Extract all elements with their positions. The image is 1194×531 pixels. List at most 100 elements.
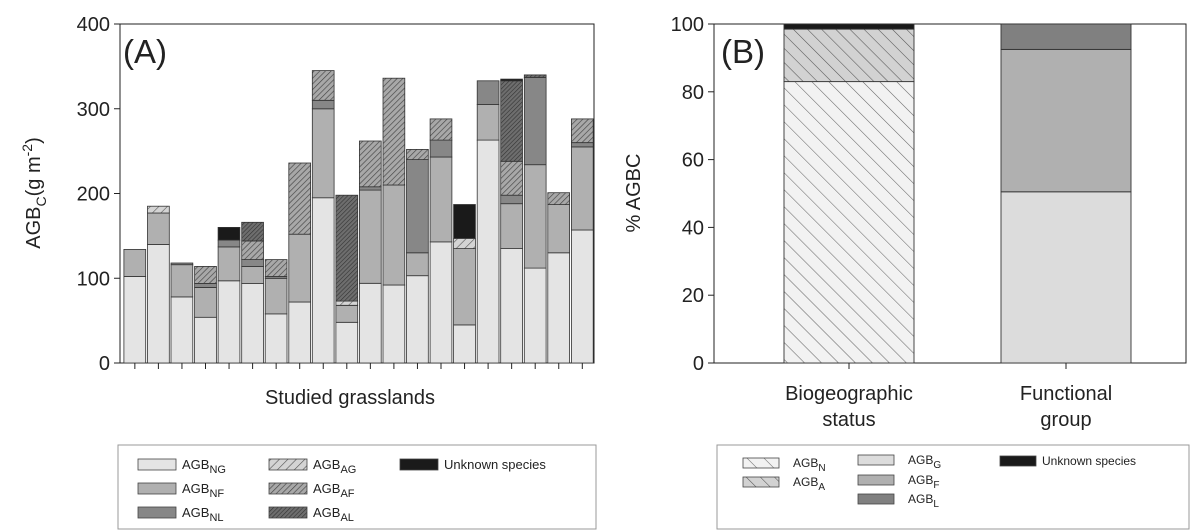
bar-segment-a-1 — [783, 28, 915, 83]
bar-segment-al-6 — [241, 221, 264, 242]
legend-swatch-ng — [137, 458, 177, 471]
y-tick-label: 0 — [693, 353, 704, 375]
legend-swatch-unk — [399, 458, 439, 471]
panel-b-bars — [783, 23, 1132, 364]
bar-segment-nf-5 — [217, 246, 241, 282]
bar-segment-nl-13 — [406, 159, 429, 254]
bar-segment-nf-11 — [358, 189, 382, 284]
bar-segment-af-12 — [382, 77, 406, 186]
bar-segment-ag-10 — [335, 300, 359, 306]
bar-segment-af-9 — [311, 70, 335, 101]
bar-segment-ng-18 — [523, 267, 547, 364]
y-tick-label: 200 — [77, 184, 110, 206]
bar-segment-nl-18 — [523, 77, 547, 166]
bar-segment-af-7 — [264, 259, 288, 277]
y-tick-label: 40 — [682, 217, 704, 239]
panel-b-plot-frame — [713, 23, 1187, 364]
bar-segment-ng-17 — [500, 248, 523, 364]
panel-a-ticks: 0 100 200 300 400 — [77, 14, 583, 375]
legend-swatch-n — [742, 457, 780, 469]
bar-segment-al-10 — [335, 194, 359, 302]
bar-segment-n-1 — [783, 81, 915, 364]
legend-swatch-ag — [268, 458, 308, 471]
y-tick-label: 20 — [682, 285, 704, 307]
bar-segment-nl-6 — [241, 259, 264, 267]
legend-label-af: AGBAF — [313, 481, 355, 500]
legend-swatch-l — [857, 493, 895, 505]
bar-segment-af-19 — [547, 192, 570, 205]
bar-segment-ng-14 — [429, 241, 453, 364]
bar-segment-af-14 — [429, 118, 453, 141]
panel-b-legend-box — [716, 444, 1190, 530]
bar-segment-nl-9 — [311, 99, 335, 110]
bar-segment-nf-7 — [264, 277, 288, 315]
bar-segment-ng-10 — [335, 321, 359, 364]
x-tick-label: group — [1040, 409, 1091, 431]
legend-swatch-af — [268, 482, 308, 495]
bar-segment-nl-14 — [429, 139, 453, 158]
bar-segment-nf-15 — [453, 248, 476, 326]
bar-segment-ng-3 — [170, 296, 194, 364]
bar-segment-g-2 — [1000, 191, 1132, 364]
legend-swatch-a — [742, 476, 780, 488]
panel-a: 0 100 200 300 400 (A) AGBC(g m-2) Studied gr… — [19, 14, 597, 530]
bar-segment-nf-10 — [335, 304, 359, 323]
bar-segment-nf-4 — [194, 287, 217, 318]
bar-segment-ng-13 — [406, 275, 429, 364]
bar-segment-nl-17 — [500, 194, 523, 205]
panel-a-legend: AGBNG AGBAG Unknown species AGBNF AGBAF AGBNL… — [137, 457, 546, 524]
bar-segment-ng-15 — [453, 324, 476, 364]
panel-b-y-axis-title: % AGBC — [623, 154, 645, 233]
legend-swatch-g — [857, 454, 895, 466]
bar-segment-ng-6 — [241, 282, 264, 364]
x-tick-label: Functional — [1020, 383, 1112, 405]
legend-label-g: AGBG — [908, 453, 941, 471]
panel-a-bars — [123, 70, 594, 364]
bar-segment-unk-5 — [217, 226, 241, 241]
legend-label-nl: AGBNL — [182, 505, 224, 524]
bar-segment-nf-18 — [523, 164, 547, 269]
bar-segment-al-17 — [500, 80, 523, 162]
bar-segment-nf-9 — [311, 108, 335, 199]
y-tick-label: 0 — [99, 353, 110, 375]
legend-label-ng: AGBNG — [182, 457, 226, 476]
bar-segment-f-2 — [1000, 48, 1132, 193]
x-tick-label: Biogeographic — [785, 383, 913, 405]
bar-segment-ng-11 — [358, 282, 382, 364]
bar-segment-nf-3 — [170, 264, 194, 298]
bar-segment-unk-15 — [453, 204, 476, 239]
bar-segment-nf-19 — [547, 204, 570, 254]
bar-segment-ng-8 — [288, 301, 311, 364]
legend-swatch-unk — [999, 455, 1037, 467]
bar-segment-ng-19 — [547, 252, 570, 364]
y-tick-label: 100 — [77, 268, 110, 290]
y-tick-label: 300 — [77, 99, 110, 121]
bar-segment-nl-4 — [194, 282, 217, 288]
bar-segment-nf-14 — [429, 156, 453, 243]
legend-label-l: AGBL — [908, 492, 939, 510]
bar-segment-af-8 — [288, 162, 311, 235]
legend-swatch-nf — [137, 482, 177, 495]
panel-a-x-axis-title: Studied grasslands — [265, 387, 435, 409]
bar-segment-af-11 — [358, 140, 382, 188]
bar-segment-ng-5 — [217, 280, 241, 364]
bar-segment-nf-1 — [123, 248, 147, 277]
panel-b-label: (B) — [721, 33, 765, 70]
bar-segment-af-4 — [194, 265, 217, 284]
bar-segment-nl-20 — [571, 142, 594, 148]
legend-label-f: AGBF — [908, 473, 939, 491]
bar-segment-nf-6 — [241, 265, 264, 284]
bar-segment-nf-20 — [571, 146, 594, 231]
bar-segment-unk-17 — [500, 78, 523, 82]
legend-label-nf: AGBNF — [182, 481, 224, 500]
bar-segment-ng-1 — [123, 276, 147, 364]
legend-label-a: AGBA — [793, 475, 825, 493]
y-tick-label: 100 — [671, 14, 704, 36]
bar-segment-af-13 — [406, 148, 429, 160]
bar-segment-ng-7 — [264, 313, 288, 364]
panel-a-y-axis-title: AGBC(g m-2) — [19, 137, 49, 249]
bar-segment-ag-2 — [147, 205, 170, 214]
bar-segment-al-18 — [523, 74, 547, 78]
bar-segment-nl-3 — [170, 262, 194, 266]
